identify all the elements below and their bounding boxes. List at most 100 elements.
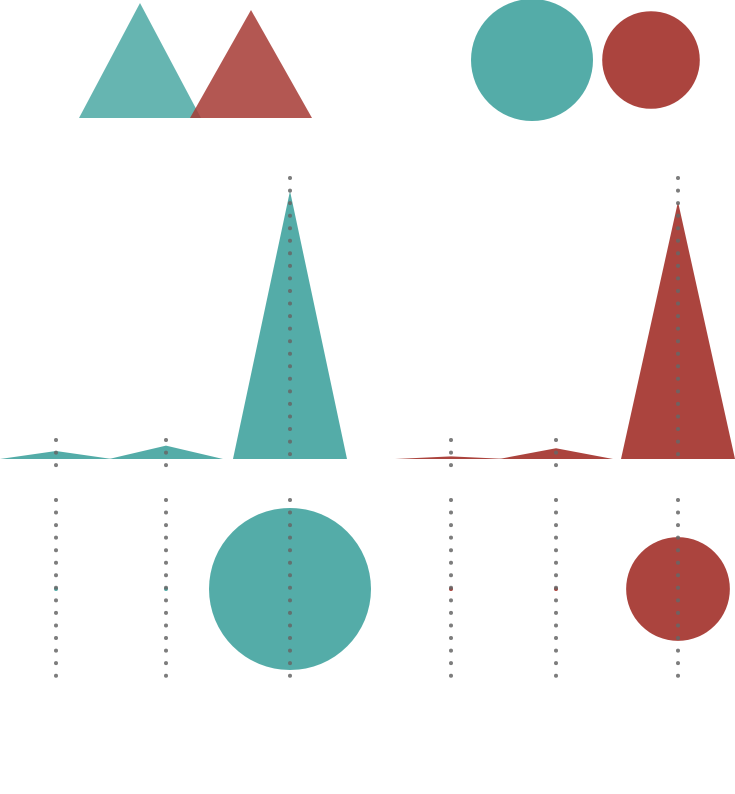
guide-upper-5-dot xyxy=(554,463,558,468)
guide-lower-6-dot xyxy=(676,636,680,640)
guide-lower-6-dot xyxy=(676,535,680,540)
guide-lower-5-dot xyxy=(554,548,558,553)
guide-lower-2-dot xyxy=(164,510,168,515)
guide-lower-6-dot xyxy=(676,560,680,565)
guide-upper-3-dot xyxy=(288,251,292,256)
guide-lower-2-dot xyxy=(164,623,168,628)
guide-upper-6-dot xyxy=(676,351,680,356)
guide-lower-3-dot xyxy=(288,498,292,502)
guide-lower-4-dot xyxy=(449,648,453,653)
guide-lower-4-dot xyxy=(449,661,453,666)
guide-lower-2-dot xyxy=(164,636,168,640)
guide-lower-1-dot xyxy=(54,598,58,603)
guide-lower-6-dot xyxy=(676,673,680,678)
guide-lower-3-dot xyxy=(288,548,292,553)
guide-upper-2-dot xyxy=(164,463,168,468)
guide-lower-4-dot xyxy=(449,523,453,528)
guide-lower-3-dot xyxy=(288,673,292,678)
guide-lower-2-dot xyxy=(164,498,168,502)
guide-lower-2-dot xyxy=(164,610,168,615)
guide-lower-3-dot xyxy=(288,560,292,565)
guide-lower-2-dot xyxy=(164,573,168,578)
guide-upper-3-dot xyxy=(288,201,292,206)
guide-lower-5-dot xyxy=(554,623,558,628)
guide-lower-1-dot xyxy=(54,661,58,666)
guide-upper-6-dot xyxy=(676,251,680,256)
guide-upper-3-dot xyxy=(288,427,292,431)
guide-upper-3-dot xyxy=(288,314,292,319)
guide-upper-3-dot xyxy=(288,213,292,218)
guide-lower-3-dot xyxy=(288,648,292,653)
guide-lower-1-dot xyxy=(54,523,58,528)
guide-upper-6-dot xyxy=(676,339,680,344)
guide-upper-3-dot xyxy=(288,276,292,281)
guide-lower-4-dot xyxy=(449,560,453,565)
guide-upper-3-dot xyxy=(288,389,292,394)
guide-upper-3-dot xyxy=(288,289,292,293)
guide-upper-5-dot xyxy=(554,438,558,442)
guide-upper-6-dot xyxy=(676,301,680,306)
guide-lower-4-dot xyxy=(449,535,453,540)
guide-upper-1-dot xyxy=(54,463,58,468)
guide-lower-1-dot xyxy=(54,535,58,540)
guide-upper-4-dot xyxy=(449,463,453,468)
guide-upper-6-dot xyxy=(676,226,680,231)
guide-lower-3-dot xyxy=(288,661,292,666)
guide-upper-6-dot xyxy=(676,314,680,319)
guide-lower-4-dot xyxy=(449,573,453,578)
guide-upper-3-dot xyxy=(288,401,292,406)
legend-triangle-2 xyxy=(190,10,312,118)
guide-lower-5-dot xyxy=(554,523,558,528)
guide-lower-5-dot xyxy=(554,610,558,615)
guide-upper-6-dot xyxy=(676,326,680,331)
guide-lower-5-dot xyxy=(554,673,558,678)
guide-lower-3-dot xyxy=(288,585,292,590)
guide-lower-1-dot xyxy=(54,560,58,565)
guide-lower-3-dot xyxy=(288,636,292,640)
guide-lower-5-dot xyxy=(554,573,558,578)
guide-upper-3-dot xyxy=(288,339,292,344)
guide-lower-1-dot xyxy=(54,548,58,553)
guide-lower-2-dot xyxy=(164,523,168,528)
guide-lower-5-dot xyxy=(554,661,558,666)
guide-lower-6-dot xyxy=(676,523,680,528)
guide-lower-6-dot xyxy=(676,623,680,628)
guide-lower-3-dot xyxy=(288,610,292,615)
guide-lower-3-dot xyxy=(288,523,292,528)
guide-upper-6-dot xyxy=(676,364,680,369)
guide-lower-3-dot xyxy=(288,535,292,540)
guide-lower-2-dot xyxy=(164,535,168,540)
guide-lower-6-dot xyxy=(676,598,680,603)
guide-lower-6-dot xyxy=(676,548,680,553)
guide-upper-3-dot xyxy=(288,301,292,306)
guide-upper-6-dot xyxy=(676,188,680,193)
guide-lower-2-dot xyxy=(164,661,168,666)
guide-lower-2-dot xyxy=(164,648,168,653)
guide-upper-3-dot xyxy=(288,364,292,369)
guide-lower-5-dot xyxy=(554,636,558,640)
guide-lower-2-dot xyxy=(164,598,168,603)
marks-group xyxy=(0,191,735,670)
guide-upper-4-dot xyxy=(449,438,453,442)
guide-upper-6-dot xyxy=(676,389,680,394)
guide-lower-2-dot xyxy=(164,585,168,590)
guide-lower-5-dot xyxy=(554,648,558,653)
guide-lower-3-dot xyxy=(288,510,292,515)
guide-upper-6-dot xyxy=(676,452,680,457)
guide-dots-group xyxy=(54,176,680,678)
guide-lower-5-dot xyxy=(554,585,558,590)
legend-triangle-1 xyxy=(79,3,201,118)
guide-lower-4-dot xyxy=(449,498,453,502)
guide-lower-3-dot xyxy=(288,573,292,578)
guide-upper-3-dot xyxy=(288,176,292,180)
guide-lower-6-dot xyxy=(676,498,680,502)
guide-lower-5-dot xyxy=(554,510,558,515)
guide-upper-3-dot xyxy=(288,263,292,268)
guide-upper-6-dot xyxy=(676,263,680,268)
teal-peak-1 xyxy=(0,450,112,459)
guide-upper-6-dot xyxy=(676,414,680,419)
guide-lower-1-dot xyxy=(54,585,58,590)
legend-group xyxy=(79,0,700,121)
